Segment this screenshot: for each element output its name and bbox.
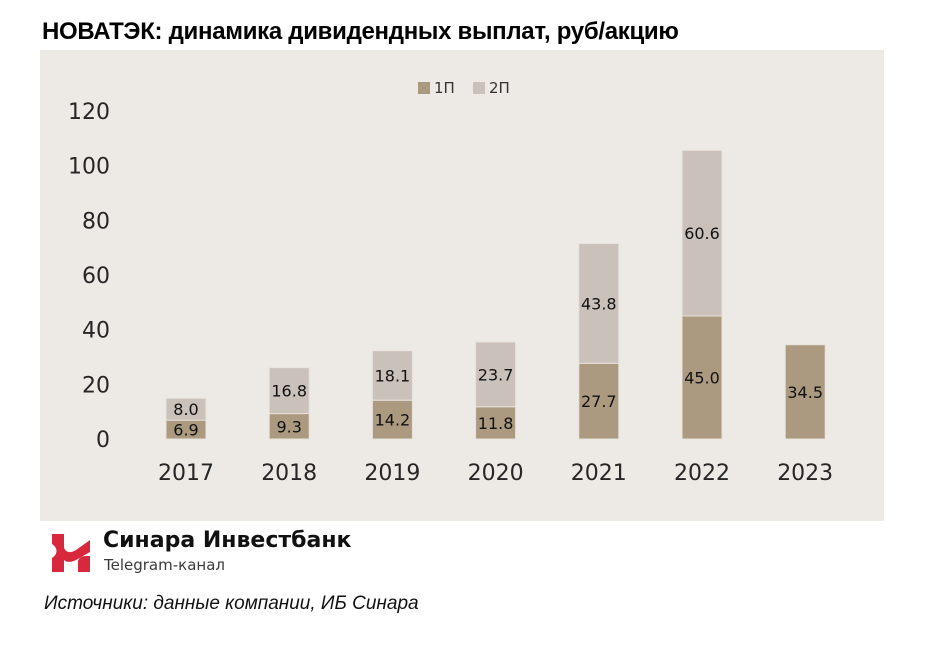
data-label: 34.5 [787,383,823,402]
y-tick-label: 80 [82,209,110,234]
data-label: 45.0 [684,369,720,388]
y-axis: 0 20 40 60 80 100 120 [68,100,110,453]
x-tick-label: 2020 [468,461,524,486]
data-label: 16.8 [271,382,307,401]
legend-label: 2П [489,79,510,97]
x-axis: 2017 2018 2019 2020 2021 2022 2023 [158,461,833,486]
bar-series-1 [268,413,310,440]
brand-subtitle: Telegram-канал [104,556,225,574]
data-label: 23.7 [478,365,514,384]
brand-name: Синара Инвестбанк [103,528,352,553]
bars: 6.9 8.0 9.3 16.8 14.2 18.1 11.8 23.7 27.7 43.8 45.… [165,149,826,440]
source-note: Источники: данные компании, ИБ Синара [44,593,419,614]
x-tick-label: 2018 [261,461,317,486]
x-tick-label: 2022 [674,461,730,486]
x-tick-label: 2017 [158,461,214,486]
data-label: 9.3 [276,417,301,436]
legend-swatch-1 [418,82,430,94]
legend-swatch-2 [473,82,485,94]
bar-series-2 [578,243,620,364]
bar-series-1 [578,362,620,440]
y-tick-label: 120 [68,100,110,125]
y-tick-label: 100 [68,155,110,180]
sinara-logo-icon [52,534,90,572]
legend-label: 1П [434,79,455,97]
x-tick-label: 2019 [364,461,420,486]
chart-panel [40,50,884,521]
y-tick-label: 60 [82,264,110,289]
data-label: 60.6 [684,224,720,243]
data-label: 18.1 [375,366,411,385]
legend: 1П 2П [418,79,510,97]
data-label: 6.9 [173,421,198,440]
data-label: 14.2 [375,411,411,430]
y-tick-label: 0 [96,428,110,453]
data-label: 27.7 [581,392,617,411]
bar-series-1 [475,406,517,440]
y-tick-label: 40 [82,319,110,344]
bar-series-2 [475,341,517,408]
bar-series-1 [784,344,826,440]
data-label: 43.8 [581,294,617,313]
chart-title: НОВАТЭК: динамика дивидендных выплат, ру… [42,18,679,45]
x-tick-label: 2021 [571,461,627,486]
bar-series-2 [681,149,723,317]
bar-series-2 [371,350,413,401]
x-tick-label: 2023 [777,461,833,486]
data-label: 11.8 [478,414,514,433]
data-label: 8.0 [173,400,198,419]
bar-series-2 [165,397,207,421]
y-tick-label: 20 [82,373,110,398]
bar-series-2 [268,367,310,415]
